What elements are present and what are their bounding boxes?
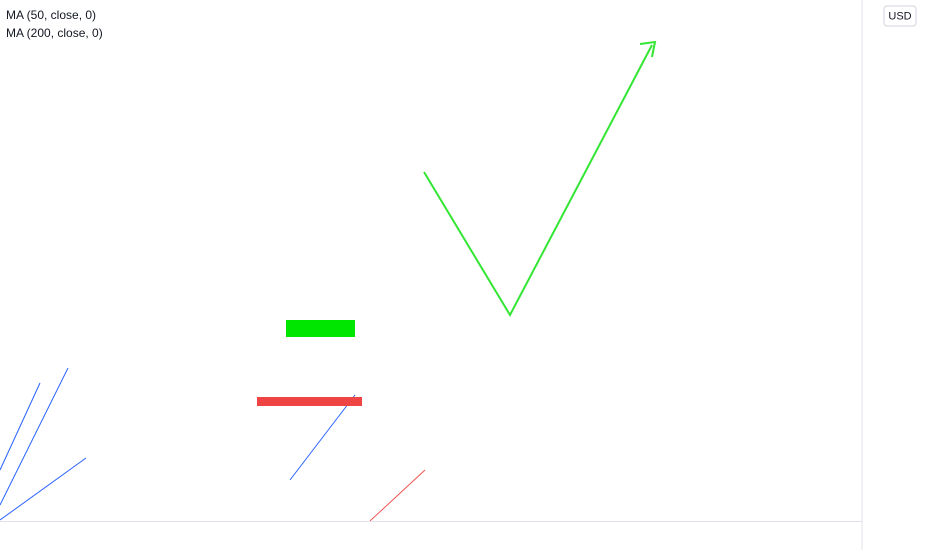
legend-entry: MA (50, close, 0) — [6, 8, 96, 22]
projection-path — [423, 44, 653, 318]
projection-arrow — [423, 40, 657, 318]
supply-zone — [257, 397, 362, 406]
ma-200-line — [369, 469, 426, 521]
legend-entry: MA (200, close, 0) — [6, 26, 103, 40]
currency-label: USD — [888, 10, 911, 22]
channel-line — [0, 382, 41, 471]
arrow-head — [639, 40, 657, 58]
channel-line — [0, 457, 87, 521]
currency-button[interactable] — [883, 5, 917, 27]
channel-line — [289, 394, 356, 481]
channel-line — [0, 367, 69, 506]
drawings — [0, 320, 426, 521]
demand-zone — [286, 320, 355, 337]
